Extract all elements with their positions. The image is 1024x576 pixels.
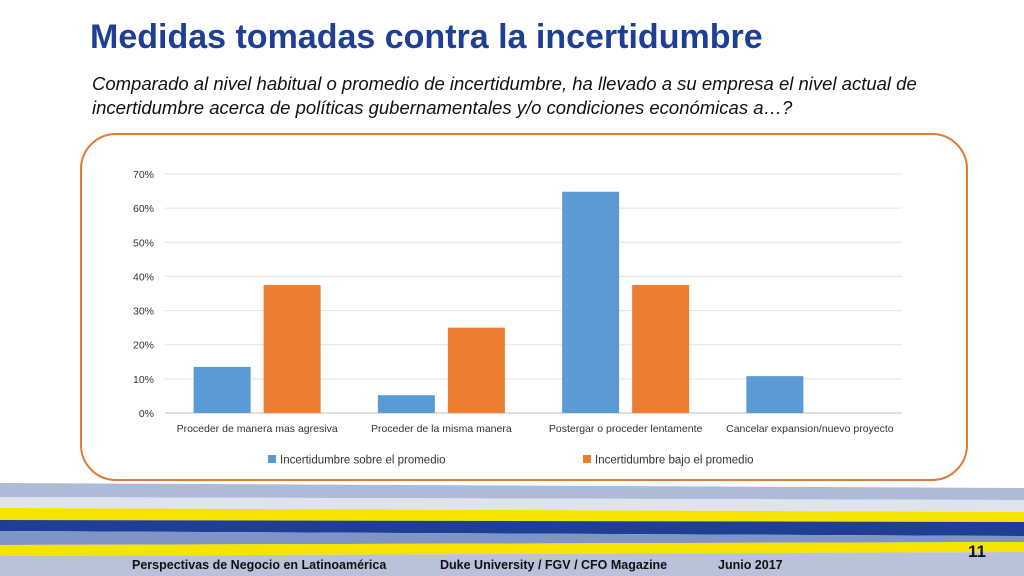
y-tick-label: 60% xyxy=(133,203,154,215)
bar-above-0 xyxy=(193,366,251,413)
bar-above-3 xyxy=(746,376,804,413)
page-number: 11 xyxy=(968,542,986,561)
legend-swatch xyxy=(583,455,591,463)
y-tick-label: 70% xyxy=(133,169,154,181)
chart-legend: Incertidumbre sobre el promedio Incertidu… xyxy=(268,455,754,467)
x-axis-category-labels: Proceder de manera mas agresiva Proceder … xyxy=(177,423,894,435)
chart-frame xyxy=(80,133,968,481)
y-tick-label: 30% xyxy=(133,306,154,318)
bar-below-0 xyxy=(263,284,321,413)
legend-label: Incertidumbre bajo el promedio xyxy=(595,455,754,467)
y-tick-label: 20% xyxy=(133,340,154,352)
x-category-label: Postergar o proceder lentamente xyxy=(549,423,703,435)
slide-subtitle: Comparado al nivel habitual o promedio d… xyxy=(92,73,917,118)
bar-above-1 xyxy=(377,395,435,413)
y-tick-label: 0% xyxy=(139,408,154,420)
x-category-label: Proceder de la misma manera xyxy=(371,423,512,435)
legend-label: Incertidumbre sobre el promedio xyxy=(280,455,446,467)
slide-title: Medidas tomadas contra la incertidumbre xyxy=(90,18,763,56)
bar-above-2 xyxy=(562,191,620,413)
y-tick-label: 10% xyxy=(133,374,154,386)
x-category-label: Proceder de manera mas agresiva xyxy=(177,423,338,435)
y-tick-label: 50% xyxy=(133,237,154,249)
legend-swatch xyxy=(268,455,276,463)
footer-right: Junio 2017 xyxy=(718,558,783,572)
chart-bars xyxy=(193,191,804,413)
footer-center: Duke University / FGV / CFO Magazine xyxy=(440,558,668,572)
bar-below-2 xyxy=(632,284,690,413)
y-axis-tick-labels: 0% 10% 20% 30% 40% 50% 60% 70% xyxy=(133,169,154,420)
x-category-label: Cancelar expansion/nuevo proyecto xyxy=(726,423,894,435)
bar-below-1 xyxy=(447,327,505,413)
y-tick-label: 40% xyxy=(133,271,154,283)
footer-left: Perspectivas de Negocio en Latinoamérica xyxy=(132,558,387,572)
